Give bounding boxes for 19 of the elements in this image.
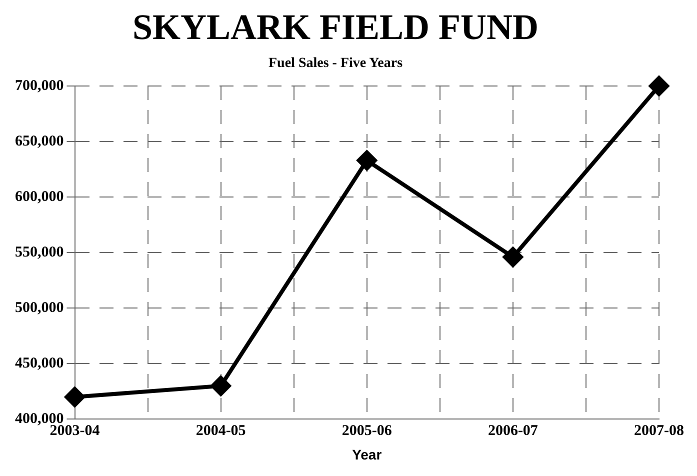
chart-subtitle: Fuel Sales - Five Years [268, 56, 404, 72]
x-tick-label: 2007-08 [634, 423, 684, 440]
point [649, 76, 669, 96]
x-axis-title: Year [352, 446, 382, 462]
point [64, 386, 85, 407]
chart-title: SKYLARK FIELD FUND [132, 6, 539, 47]
point [356, 150, 377, 170]
x-tick-label: 2004-05 [196, 423, 246, 440]
y-tick-label: 700,000 [15, 78, 64, 94]
x-tick-label: 2006-07 [488, 423, 538, 440]
y-tick-label: 550,000 [15, 244, 64, 260]
y-tick-label: 600,000 [15, 188, 64, 205]
point [502, 247, 523, 268]
x-tick-label: 2003-04 [50, 423, 100, 440]
x-tick-label: 2005-06 [342, 423, 392, 440]
y-tick-label: 650,000 [15, 133, 64, 150]
y-tick-label: 500,000 [15, 300, 64, 316]
y-tick-label: 450,000 [15, 356, 64, 372]
point [210, 376, 231, 396]
